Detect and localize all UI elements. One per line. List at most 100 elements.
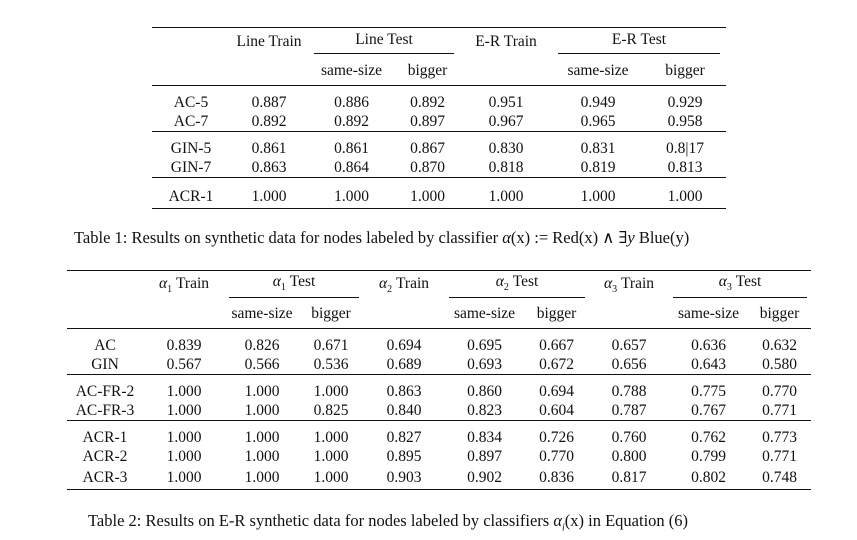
caption-suffix: in Equation (6) <box>584 511 689 530</box>
alpha-subscript: 3 <box>612 284 618 296</box>
t2-cell: 0.839 <box>143 328 225 356</box>
t2-row: GIN 0.567 0.566 0.536 0.689 0.693 0.672 0.656 0.… <box>67 356 811 375</box>
t1-cell: 0.863 <box>251 158 287 176</box>
t2-a3-test-label: α3 Test <box>673 273 807 298</box>
t2-cell: 0.580 <box>762 355 797 373</box>
t2-cell: 0.834 <box>445 420 524 448</box>
header-label: Test <box>289 272 316 290</box>
alpha-subscript: 3 <box>726 281 732 293</box>
t2-cell: 0.566 <box>244 355 280 373</box>
t2-cell: 0.823 <box>467 401 502 419</box>
t1-row-label: ACR-1 <box>152 177 230 209</box>
caption-arg: (x) <box>564 511 585 530</box>
t2-cell: 0.760 <box>589 420 669 448</box>
t2-subheader-bigger: bigger <box>311 304 351 322</box>
t2-header-a3-test: α3 Test <box>669 270 811 300</box>
t1-cell: 0.958 <box>667 112 703 130</box>
t1-cell: 0.892 <box>334 112 369 130</box>
t1-cell: 0.8|17 <box>644 131 726 159</box>
t2-row-label: ACR-1 <box>67 420 143 448</box>
t2-cell: 0.775 <box>669 374 748 402</box>
t2-cell: 0.656 <box>611 355 647 373</box>
t2-empty <box>363 300 445 329</box>
t2-subheader-same-size: same-size <box>677 304 740 322</box>
alpha-symbol: α <box>272 272 281 290</box>
t1-cell: 1.000 <box>395 177 460 209</box>
t1-cell: 0.819 <box>580 158 616 176</box>
t2-cell: 0.767 <box>691 401 726 419</box>
caption-arg: (y) <box>670 228 690 247</box>
t1-cell: 0.887 <box>230 85 308 113</box>
t1-cell: 0.929 <box>644 85 726 113</box>
alpha-subscript: 2 <box>387 284 393 296</box>
t2-header-a2-test: α2 Test <box>445 270 589 300</box>
t2-row: AC-FR-2 1.000 1.000 1.000 0.863 0.860 0.694 0.7… <box>67 374 811 402</box>
t2-a2-test-label: α2 Test <box>449 273 585 298</box>
alpha-subscript: 1 <box>280 281 286 293</box>
t1-row-label: AC-7 <box>173 112 209 130</box>
t2-header-a1-train: α1 Train <box>143 270 225 300</box>
caption-var-y: y <box>627 228 635 247</box>
caption-assign: := <box>530 228 553 247</box>
t1-cell: 0.831 <box>552 131 644 159</box>
t2-cell: 0.799 <box>691 448 726 465</box>
t1-cell: 0.897 <box>410 112 445 130</box>
t2-cell: 0.836 <box>524 466 589 490</box>
t2-cell: 0.604 <box>539 401 574 419</box>
t2-header-a1-test: α1 Test <box>225 270 363 300</box>
alpha-symbol: α <box>158 275 168 293</box>
t2-cell: 0.817 <box>589 466 669 490</box>
t2-cell: 0.863 <box>363 374 445 402</box>
alpha-symbol: α <box>502 228 511 247</box>
t2-cell: 0.536 <box>313 355 349 373</box>
t2-cell: 0.726 <box>524 420 589 448</box>
t2-cell: 0.825 <box>313 401 349 419</box>
alpha-symbol: α <box>603 275 613 293</box>
t2-cell: 0.788 <box>589 374 669 402</box>
t1-line-test-label: Line Test <box>314 31 454 54</box>
t1-cell: 0.818 <box>488 158 524 176</box>
caption-text: Table 2: Results on E-R synthetic data f… <box>88 511 554 530</box>
t1-corner <box>152 27 230 57</box>
t2-row: ACR-3 1.000 1.000 1.000 0.903 0.902 0.836 0.817… <box>67 466 811 490</box>
t1-cell: 1.000 <box>308 177 395 209</box>
t1-cell: 1.000 <box>460 177 552 209</box>
table-2: α1 Train α1 Test α2 Train α2 Test α3 Tra… <box>67 270 811 490</box>
t1-cell: 0.949 <box>552 85 644 113</box>
t1-cell: 1.000 <box>552 177 644 209</box>
t1-row: AC-5 0.887 0.886 0.892 0.951 0.949 0.929 <box>152 85 726 113</box>
t2-subheader-bigger: bigger <box>759 304 800 322</box>
t1-cell: 0.892 <box>395 85 460 113</box>
t2-cell: 1.000 <box>143 420 225 448</box>
t2-subheader-same-size: same-size <box>231 304 293 322</box>
t1-cell: 0.867 <box>395 131 460 159</box>
t2-row-label: ACR-2 <box>82 448 128 465</box>
alpha-subscript: 2 <box>503 281 509 293</box>
t2-cell: 0.902 <box>445 466 524 490</box>
caption-and: ∧ ∃ <box>598 228 628 247</box>
alpha-symbol: α <box>495 272 504 290</box>
t1-cell: 1.000 <box>644 177 726 209</box>
t1-cell: 0.892 <box>251 112 287 130</box>
t1-header-line-train: Line Train <box>230 27 308 57</box>
t1-subheader-bigger: bigger <box>665 61 705 79</box>
t2-cell: 0.771 <box>762 448 797 465</box>
t1-cell: 0.965 <box>580 112 616 130</box>
t1-empty <box>460 57 552 86</box>
caption-blue: Blue <box>634 228 670 247</box>
t2-empty <box>143 300 225 329</box>
alpha-symbol: α <box>378 275 388 293</box>
t2-empty <box>67 300 143 329</box>
caption-red: Red <box>552 228 579 247</box>
t2-row: ACR-1 1.000 1.000 1.000 0.827 0.834 0.726 0.760… <box>67 420 811 448</box>
t2-cell: 0.762 <box>669 420 748 448</box>
table-2-caption: Table 2: Results on E-R synthetic data f… <box>88 511 688 533</box>
t2-cell: 1.000 <box>225 420 299 448</box>
t2-cell: 0.827 <box>363 420 445 448</box>
t2-cell: 0.897 <box>467 448 502 465</box>
t2-row: AC-FR-3 1.000 1.000 0.825 0.840 0.823 0.604 0.7… <box>67 402 811 421</box>
t1-cell: 0.951 <box>460 85 552 113</box>
t2-cell: 1.000 <box>313 448 349 465</box>
t1-cell: 0.861 <box>308 131 395 159</box>
t2-cell: 1.000 <box>299 420 363 448</box>
